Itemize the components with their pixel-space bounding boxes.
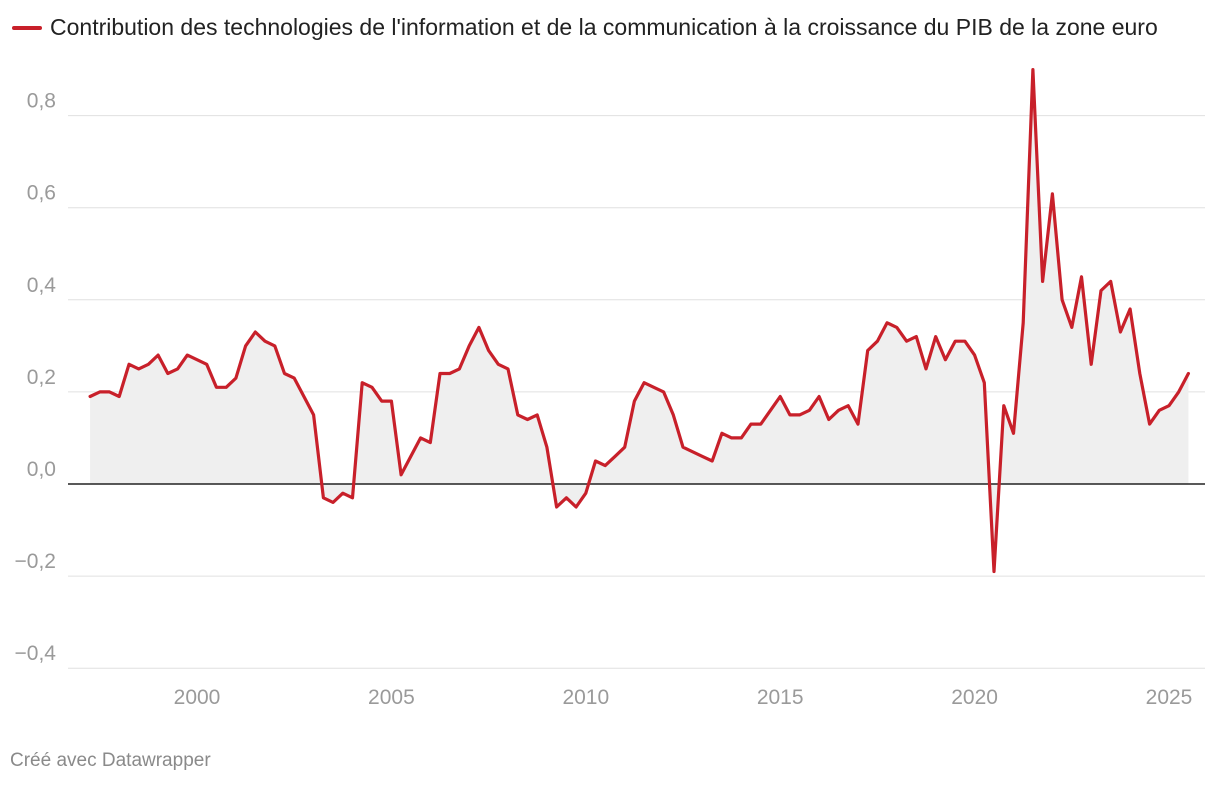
y-tick-label: 0,2 [27,366,56,389]
legend-swatch [12,25,42,30]
x-tick-label: 2000 [174,686,221,709]
x-tick-label: 2010 [562,686,609,709]
series-line [88,68,1190,574]
y-tick-label: 0,4 [27,274,57,297]
x-tick-label: 2015 [757,686,804,709]
y-tick-label: −0,4 [15,642,57,665]
series-area [90,69,1189,572]
x-tick-label: 2020 [951,686,998,709]
y-tick-label: 0,0 [27,458,56,481]
y-tick-label: 0,8 [27,90,56,113]
x-axis-labels: 2000 2005 2010 2015 2020 2025 [174,686,1193,709]
legend: Contribution des technologies de l'infor… [12,14,1158,41]
footer-credit: Créé avec Datawrapper [10,750,211,771]
series-layer [88,68,1190,574]
y-tick-label: 0,6 [27,182,56,205]
area-layer [90,69,1189,572]
x-tick-label: 2025 [1146,686,1193,709]
legend-label: Contribution des technologies de l'infor… [50,14,1158,40]
x-tick-label: 2005 [368,686,415,709]
y-axis-labels: 0,8 0,6 0,4 0,2 0,0 −0,2 −0,4 [15,90,57,666]
y-tick-label: −0,2 [15,550,56,573]
